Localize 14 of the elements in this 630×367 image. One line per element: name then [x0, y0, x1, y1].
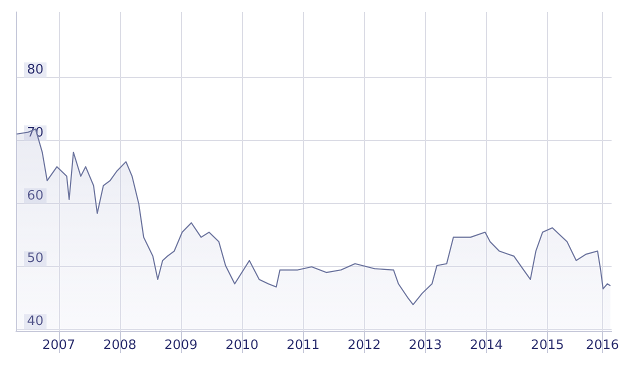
x-tick-label: 2014	[470, 338, 503, 353]
x-tick-label: 2009	[164, 338, 198, 353]
x-tick-label: 2010	[225, 338, 259, 353]
x-tick-label: 2012	[348, 338, 381, 353]
y-tick-label: 60	[27, 188, 44, 204]
x-tick-label: 2007	[42, 338, 76, 353]
x-tick-label: 2016	[586, 338, 620, 353]
y-tick-label: 50	[27, 251, 44, 266]
x-tick-label: 2011	[286, 338, 320, 353]
x-tick-label: 2008	[103, 338, 136, 353]
y-tick-label: 80	[27, 62, 44, 78]
x-tick-label: 2015	[530, 338, 564, 353]
x-tick-label: 2013	[408, 338, 442, 353]
y-tick-label: 40	[27, 314, 44, 330]
